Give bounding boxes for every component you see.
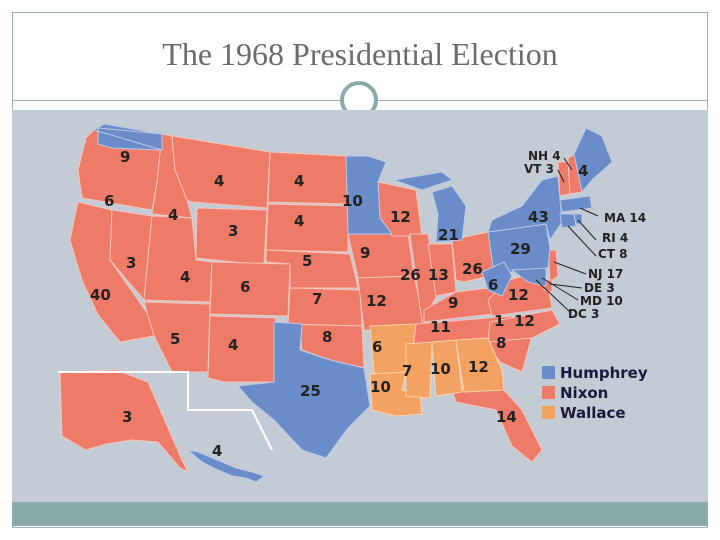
ev-label-ne: 5	[302, 252, 312, 270]
state-mn	[345, 155, 393, 235]
ev-label-ca: 40	[90, 286, 111, 304]
ev-label-co: 6	[240, 278, 250, 296]
callout-ct: CT 8	[598, 247, 628, 261]
ev-label-la: 10	[370, 378, 391, 396]
callout-nj: NJ 17	[588, 267, 623, 281]
ev-label-hi: 4	[212, 442, 222, 460]
ev-label-sd: 4	[294, 212, 304, 230]
ev-label-ny: 43	[528, 208, 549, 226]
electoral-vote-labels: 9 6 40 3 4 4 3 4 5 6 4 4 4 5 7 8 25 10 9…	[90, 148, 588, 460]
state-al	[431, 339, 463, 397]
ev-label-sc: 8	[496, 334, 506, 352]
ev-label-id: 4	[168, 206, 178, 224]
inset-lines	[58, 371, 273, 451]
ev-label-il: 26	[400, 266, 421, 284]
ev-label-ms: 7	[402, 362, 412, 380]
ev-label-oh: 26	[462, 260, 483, 278]
ev-label-mt: 4	[214, 172, 224, 190]
callout-leader-lines	[535, 157, 599, 313]
state-mi	[392, 171, 467, 243]
state-tx	[236, 321, 371, 459]
state-ks	[287, 287, 363, 327]
legend-swatch-wallace	[542, 406, 555, 419]
ev-label-ar: 6	[372, 338, 382, 356]
state-ma	[559, 195, 593, 213]
ev-label-nd: 4	[294, 172, 304, 190]
ev-label-wa: 9	[120, 148, 130, 166]
nixon-states	[59, 129, 583, 474]
state-hi	[186, 449, 266, 483]
legend-label-nixon: Nixon	[560, 384, 608, 402]
state-nj	[547, 249, 559, 283]
state-ga	[455, 337, 505, 393]
ev-label-ks: 7	[312, 290, 322, 308]
ev-label-az: 5	[170, 330, 180, 348]
ev-label-ia: 9	[360, 244, 370, 262]
ev-label-mn: 10	[342, 192, 363, 210]
election-map: 9 6 40 3 4 4 3 4 5 6 4 4 4 5 7 8 25 10 9…	[12, 110, 708, 502]
state-la	[369, 371, 423, 417]
map-legend: Humphrey Nixon Wallace	[542, 364, 648, 422]
callout-ma: MA 14	[604, 211, 646, 225]
ev-label-wi: 12	[390, 208, 411, 226]
callout-ri: RI 4	[602, 231, 628, 245]
ev-label-tx: 25	[300, 382, 321, 400]
state-fl	[451, 387, 543, 463]
legend-swatch-nixon	[542, 386, 555, 399]
ev-label-nv: 3	[126, 254, 136, 272]
state-wa	[92, 123, 163, 151]
ev-label-mo: 12	[366, 292, 387, 310]
ev-label-ga: 12	[468, 358, 489, 376]
ev-label-wv: 6	[488, 276, 498, 294]
ev-label-wy: 3	[228, 222, 238, 240]
ev-label-nc-extra: 1	[494, 312, 504, 330]
ev-label-al: 10	[430, 360, 451, 378]
state-nm	[207, 315, 277, 383]
ev-label-pa: 29	[510, 240, 531, 258]
ev-label-va: 12	[508, 286, 529, 304]
callout-md: MD 10	[580, 294, 623, 308]
state-ct	[559, 213, 577, 229]
ev-label-mi: 21	[438, 226, 459, 244]
ev-label-ok: 8	[322, 328, 332, 346]
ev-label-nc: 12	[514, 312, 535, 330]
state-nd	[267, 151, 349, 205]
state-az	[143, 301, 211, 373]
ev-label-ut: 4	[180, 268, 190, 286]
legend-swatch-humphrey	[542, 366, 555, 379]
ev-label-tn: 11	[430, 318, 451, 336]
callout-vt: VT 3	[524, 162, 554, 176]
wallace-states	[369, 323, 505, 417]
ev-label-ak: 3	[122, 408, 132, 426]
callout-nh: NH 4	[528, 149, 561, 163]
ev-label-or: 6	[104, 192, 114, 210]
footer-bar	[12, 502, 708, 526]
legend-label-humphrey: Humphrey	[560, 364, 648, 382]
callout-de: DE 3	[584, 281, 615, 295]
legend-label-wallace: Wallace	[560, 404, 626, 422]
us-map-svg: 9 6 40 3 4 4 3 4 5 6 4 4 4 5 7 8 25 10 9…	[58, 123, 648, 483]
callout-labels: NH 4 VT 3 MA 14 RI 4 CT 8 NJ 17 DE 3 MD …	[524, 149, 646, 321]
slide-title: The 1968 Presidential Election	[162, 36, 558, 72]
state-ak	[59, 369, 190, 474]
ev-label-fl: 14	[496, 408, 517, 426]
callout-dc: DC 3	[568, 307, 599, 321]
state-ms	[405, 341, 433, 399]
state-wv	[481, 261, 513, 297]
ev-label-ky: 9	[448, 294, 458, 312]
ev-label-in: 13	[428, 266, 449, 284]
state-sd	[265, 203, 349, 253]
ev-label-me: 4	[578, 162, 588, 180]
ev-label-nm: 4	[228, 336, 238, 354]
state-me	[573, 127, 613, 194]
